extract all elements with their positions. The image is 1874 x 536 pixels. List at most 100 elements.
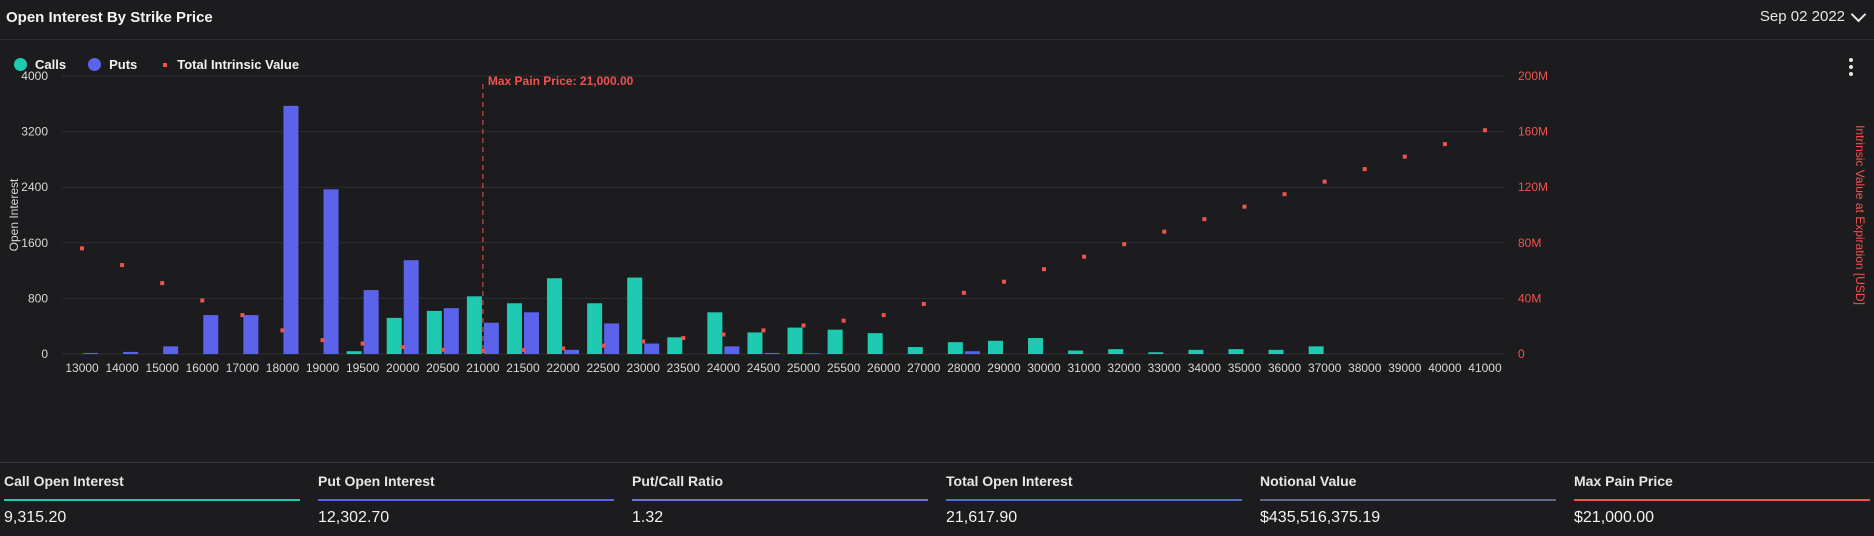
stat-value: 21,617.90 — [946, 509, 1018, 526]
x-tick-label: 36000 — [1268, 361, 1302, 375]
x-tick-label: 28000 — [947, 361, 981, 375]
stat-label: Call Open Interest — [4, 473, 124, 489]
puts-bar — [523, 312, 539, 354]
intrinsic-value-point — [721, 332, 726, 337]
x-tick-label: 32000 — [1108, 361, 1142, 375]
x-tick-label: 17000 — [226, 361, 260, 375]
intrinsic-value-point — [1082, 254, 1087, 259]
puts-bar — [323, 189, 339, 354]
calls-bar — [747, 332, 763, 354]
calls-bar — [386, 317, 402, 354]
stat-underline — [1574, 499, 1870, 501]
puts-legend-marker — [88, 58, 102, 71]
y2-tick-label: 120M — [1518, 180, 1548, 194]
calls-bar — [907, 347, 923, 354]
x-tick-label: 35000 — [1228, 361, 1262, 375]
x-tick-label: 41000 — [1468, 361, 1502, 375]
intrinsic-value-point — [1001, 279, 1006, 284]
calls-bar — [627, 277, 643, 354]
x-tick-label: 14000 — [105, 361, 139, 375]
calls-legend-marker — [14, 58, 27, 71]
calls-bar — [466, 296, 482, 354]
intrinsic-value-point — [400, 345, 405, 350]
intrinsic-value-point — [681, 336, 686, 341]
calls-bar — [667, 337, 683, 354]
x-tick-label: 20500 — [426, 361, 460, 375]
x-tick-label: 18000 — [266, 361, 300, 375]
intrinsic-value-point — [240, 313, 245, 318]
puts-bar — [483, 322, 499, 354]
puts-bar — [964, 351, 980, 354]
legend-label-calls: Calls — [35, 57, 67, 72]
stat-underline — [318, 499, 614, 501]
x-tick-label: 25500 — [827, 361, 861, 375]
x-tick-label: 29000 — [987, 361, 1021, 375]
calls-bar — [987, 340, 1003, 354]
y-tick-label: 0 — [41, 347, 48, 361]
intrinsic-value-point — [1162, 229, 1167, 234]
stat-value: 12,302.70 — [318, 509, 390, 526]
y-axis-title: Open Interest — [7, 178, 21, 251]
puts-bar — [403, 260, 419, 354]
y-tick-label: 3200 — [21, 125, 48, 139]
intrinsic-value-point — [601, 343, 606, 348]
stat-label: Put Open Interest — [318, 473, 435, 489]
intrinsic-value-point — [961, 290, 966, 295]
intrinsic-value-point — [921, 301, 926, 306]
x-tick-label: 25000 — [787, 361, 821, 375]
intrinsic-value-point — [841, 318, 846, 323]
x-tick-label: 19000 — [306, 361, 340, 375]
x-tick-label: 22000 — [546, 361, 580, 375]
y2-tick-label: 40M — [1518, 291, 1541, 305]
intrinsic-legend-marker — [163, 62, 168, 67]
y-tick-label: 1600 — [21, 236, 48, 250]
intrinsic-value-point — [1402, 154, 1407, 159]
calls-bar — [346, 351, 362, 354]
legend-item-puts[interactable]: Puts — [88, 57, 137, 72]
puts-bar — [283, 105, 299, 354]
intrinsic-value-point — [320, 338, 325, 343]
y-tick-label: 2400 — [21, 180, 48, 194]
x-tick-label: 22500 — [586, 361, 620, 375]
calls-bar — [587, 303, 603, 354]
date-selector[interactable]: Sep 02 2022 — [1759, 6, 1867, 25]
y2-tick-label: 80M — [1518, 236, 1541, 250]
y2-axis-title: Intrinsic Value at Expiration [USD] — [1853, 125, 1867, 305]
calls-bar — [827, 329, 843, 354]
puts-bar — [764, 352, 780, 354]
chart-title: Open Interest By Strike Price — [6, 9, 213, 26]
calls-bar — [867, 333, 883, 354]
puts-bar — [604, 323, 620, 354]
x-tick-label: 15000 — [146, 361, 180, 375]
calls-bar — [506, 303, 522, 354]
stat-label: Total Open Interest — [946, 473, 1073, 489]
x-tick-label: 27000 — [907, 361, 941, 375]
date-selector-value: Sep 02 2022 — [1759, 8, 1845, 25]
x-tick-label: 34000 — [1188, 361, 1222, 375]
intrinsic-value-point — [160, 281, 165, 286]
x-tick-label: 13000 — [65, 361, 99, 375]
puts-bar — [363, 290, 379, 354]
calls-bar — [947, 342, 963, 354]
stat-underline — [4, 499, 300, 501]
intrinsic-value-point — [280, 328, 285, 333]
kebab-menu-icon[interactable] — [1848, 58, 1854, 78]
legend-item-calls[interactable]: Calls — [14, 57, 66, 72]
max-pain-label: Max Pain Price: 21,000.00 — [488, 74, 634, 88]
puts-bar — [644, 343, 660, 354]
x-tick-label: 19500 — [346, 361, 380, 375]
x-tick-label: 37000 — [1308, 361, 1342, 375]
x-tick-label: 20000 — [386, 361, 420, 375]
y-tick-label: 800 — [28, 291, 48, 305]
calls-bar — [1148, 352, 1164, 354]
calls-bar — [787, 327, 803, 354]
intrinsic-value-point — [480, 348, 485, 353]
x-tick-label: 33000 — [1148, 361, 1182, 375]
intrinsic-value-point — [1442, 142, 1447, 147]
puts-bar — [83, 352, 99, 354]
intrinsic-value-point — [1362, 167, 1367, 172]
legend-item-intrinsic[interactable]: Total Intrinsic Value — [159, 57, 299, 72]
intrinsic-value-point — [1482, 128, 1487, 133]
intrinsic-value-point — [1242, 204, 1247, 209]
legend-label-intrinsic: Total Intrinsic Value — [177, 57, 300, 72]
